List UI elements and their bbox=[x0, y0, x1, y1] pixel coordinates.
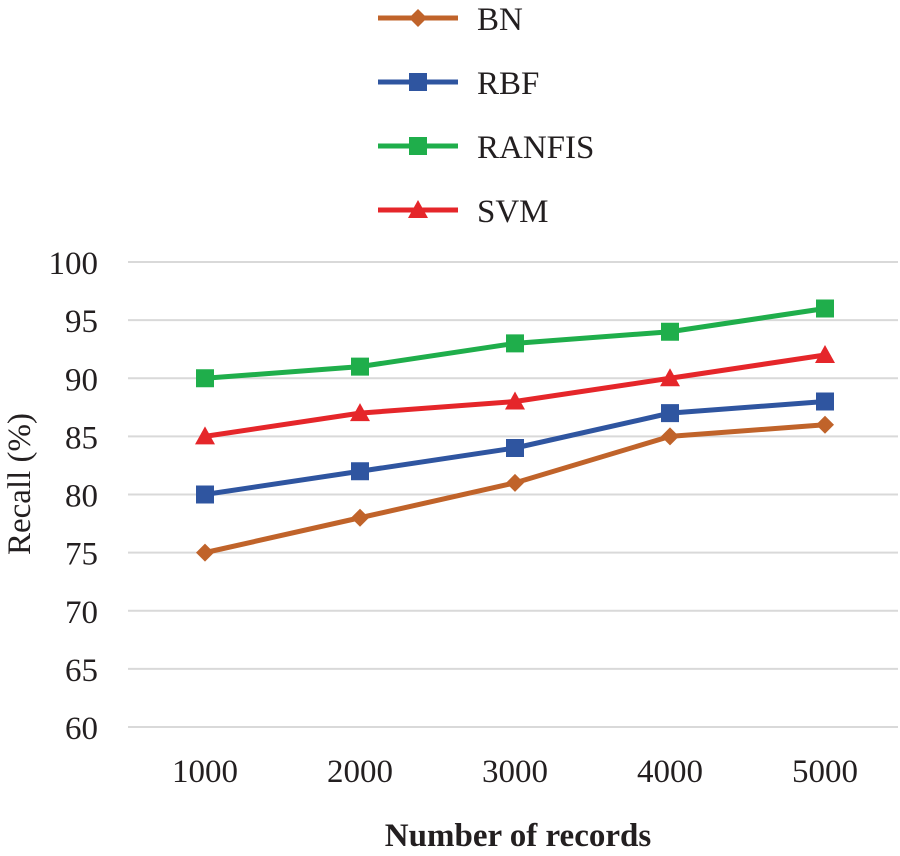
data-point bbox=[661, 427, 679, 446]
data-point bbox=[196, 369, 214, 388]
data-point bbox=[815, 345, 835, 363]
y-tick-label: 60 bbox=[65, 711, 98, 747]
y-tick-label: 65 bbox=[65, 653, 98, 689]
y-tick-label: 95 bbox=[65, 304, 98, 340]
legend-item: BN bbox=[378, 2, 523, 38]
legend-label: SVM bbox=[477, 194, 549, 230]
data-point bbox=[505, 391, 525, 410]
x-axis-title: Number of records bbox=[385, 818, 652, 854]
y-axis-ticks: 60 65 70 75 80 85 90 95 100 bbox=[49, 246, 99, 747]
data-point bbox=[506, 334, 524, 353]
series-bn bbox=[196, 415, 834, 562]
legend-marker bbox=[408, 200, 428, 218]
data-point bbox=[196, 485, 214, 504]
legend-marker bbox=[409, 9, 427, 27]
data-point bbox=[196, 543, 214, 562]
legend-marker bbox=[409, 73, 427, 91]
data-point bbox=[350, 403, 370, 422]
y-tick-label: 100 bbox=[49, 246, 99, 282]
data-point bbox=[816, 299, 834, 318]
y-tick-label: 80 bbox=[65, 479, 98, 515]
legend-label: RBF bbox=[477, 66, 539, 102]
legend-label: BN bbox=[477, 2, 523, 38]
gridlines bbox=[128, 261, 898, 728]
x-tick-label: 3000 bbox=[482, 754, 548, 790]
x-tick-label: 1000 bbox=[172, 754, 238, 790]
data-point bbox=[506, 439, 524, 457]
series-layer bbox=[195, 299, 835, 562]
y-axis-title: Recall (%) bbox=[2, 413, 38, 555]
data-point bbox=[816, 415, 834, 434]
legend-item: RBF bbox=[378, 66, 539, 102]
legend-marker bbox=[409, 137, 427, 155]
x-tick-label: 5000 bbox=[792, 754, 858, 790]
y-tick-label: 85 bbox=[65, 420, 98, 456]
legend-item: SVM bbox=[378, 194, 549, 230]
x-tick-label: 4000 bbox=[637, 754, 703, 790]
data-point bbox=[506, 473, 524, 492]
data-point bbox=[351, 357, 369, 376]
y-tick-label: 70 bbox=[65, 595, 98, 631]
y-tick-label: 75 bbox=[65, 537, 98, 573]
y-tick-label: 90 bbox=[65, 362, 98, 398]
series-svm bbox=[195, 345, 835, 445]
legend-label: RANFIS bbox=[477, 130, 594, 166]
data-point bbox=[195, 426, 215, 445]
legend-item: RANFIS bbox=[378, 130, 594, 166]
x-tick-label: 2000 bbox=[327, 754, 393, 790]
series-ranfis bbox=[196, 299, 834, 388]
data-point bbox=[661, 404, 679, 423]
data-point bbox=[660, 368, 680, 387]
legend: BN RBF RANFIS SVM bbox=[378, 2, 594, 230]
data-point bbox=[661, 322, 679, 341]
data-point bbox=[351, 462, 369, 481]
x-axis-ticks: 1000 2000 3000 4000 5000 bbox=[172, 754, 858, 790]
data-point bbox=[816, 392, 834, 411]
series-rbf bbox=[196, 392, 834, 504]
data-point bbox=[351, 508, 369, 527]
